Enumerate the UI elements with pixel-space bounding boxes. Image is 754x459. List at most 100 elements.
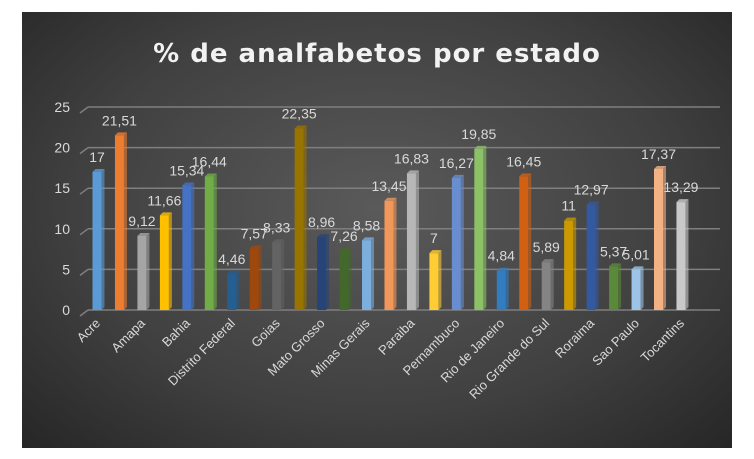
y-tick-label: 20: [54, 140, 70, 156]
data-label: 8,96: [308, 214, 335, 230]
x-tick-label: Acre: [74, 316, 104, 346]
bar-front: [159, 215, 169, 310]
data-label: 13,45: [371, 178, 406, 194]
bar: [294, 125, 307, 310]
bar-side: [505, 267, 509, 310]
bar-front: [474, 148, 484, 310]
bar-side: [438, 250, 442, 310]
bar-top: [496, 267, 509, 271]
data-label: 4,46: [218, 251, 245, 267]
bar: [631, 266, 644, 310]
bar-top: [159, 212, 172, 216]
data-label: 11: [561, 198, 576, 214]
data-label: 8,58: [353, 217, 380, 233]
data-label: 7,26: [330, 228, 357, 244]
bar-top: [474, 145, 487, 149]
bar-front: [272, 242, 282, 310]
bar-top: [339, 248, 352, 252]
chart-area: % de analfabetos por estado 0 5 10 15 20 25 1…: [22, 12, 732, 448]
bar: [474, 145, 487, 310]
gridline-depth: [79, 147, 89, 155]
bar: [182, 182, 195, 310]
bar-front: [137, 235, 147, 310]
bar-front: [339, 251, 349, 310]
gridline-depth: [79, 187, 89, 195]
bar-side: [393, 197, 397, 310]
y-tick-label: 5: [62, 261, 70, 277]
bar: [137, 232, 150, 310]
bar-top: [227, 270, 240, 274]
bar: [429, 250, 442, 310]
bar-side: [663, 165, 666, 310]
bar-front: [564, 220, 574, 310]
data-label: 9,12: [128, 213, 155, 229]
bar-side: [460, 174, 464, 310]
bar-side: [348, 248, 352, 310]
data-label: 11,66: [147, 192, 181, 208]
data-label: 16,44: [192, 154, 227, 170]
bar-top: [362, 237, 375, 241]
data-label: 12,97: [574, 182, 609, 198]
bar-front: [631, 269, 641, 310]
x-tick-label: Amapa: [108, 315, 148, 355]
bar-top: [654, 165, 666, 169]
bar-front: [317, 237, 327, 310]
bar-top: [92, 168, 105, 172]
bar-side: [303, 125, 307, 310]
bar-side: [573, 217, 577, 310]
bar-top: [114, 132, 127, 136]
bar-side: [528, 173, 532, 310]
bar-top: [631, 266, 644, 270]
bar: [541, 259, 554, 310]
data-label: 16,45: [506, 153, 541, 169]
bar-top: [676, 199, 689, 203]
gridline-depth: [79, 228, 89, 236]
bar-top: [429, 250, 442, 254]
bar-side: [168, 212, 172, 310]
data-label: 21,51: [102, 112, 137, 128]
data-label: 19,85: [461, 126, 496, 142]
bar-front: [406, 173, 416, 310]
bar-front: [654, 168, 663, 310]
bar-front: [92, 171, 102, 310]
bar-side: [595, 201, 599, 310]
bar-front: [204, 176, 214, 310]
bar: [362, 237, 375, 310]
bar-side: [326, 234, 330, 310]
data-label: 16,83: [394, 150, 429, 166]
data-label: 13,29: [663, 179, 698, 195]
bar-front: [227, 273, 237, 310]
bar-chart: % de analfabetos por estado 0 5 10 15 20 25 1…: [54, 39, 720, 402]
bar: [227, 270, 240, 310]
bar: [406, 170, 419, 310]
bar-side: [146, 232, 150, 310]
y-tick-label: 15: [54, 180, 70, 196]
bar: [564, 217, 577, 310]
bar-front: [451, 177, 461, 310]
bar-side: [281, 239, 285, 310]
bar: [317, 234, 330, 310]
bar-front: [182, 185, 192, 310]
bar: [586, 201, 599, 310]
bar-top: [609, 263, 622, 267]
data-label: 17: [89, 149, 105, 165]
bar-top: [406, 170, 419, 174]
x-tick-label: Rio Grande do Sul: [466, 315, 552, 401]
bar: [676, 199, 689, 310]
bar-top: [384, 197, 397, 201]
bar: [249, 245, 262, 310]
x-tick-label: Roraima: [552, 315, 598, 361]
bar-top: [564, 217, 577, 221]
gridline-depth: [79, 309, 89, 317]
bar: [654, 165, 666, 310]
gridline-depth: [79, 106, 89, 114]
x-tick-label: Tocantins: [638, 315, 688, 365]
bar: [92, 168, 105, 310]
bar: [384, 197, 397, 310]
bar-side: [213, 173, 217, 310]
bar-front: [586, 204, 596, 310]
bar-top: [451, 174, 464, 178]
bar-top: [204, 173, 217, 177]
bar: [451, 174, 464, 310]
data-label: 7: [430, 230, 438, 246]
